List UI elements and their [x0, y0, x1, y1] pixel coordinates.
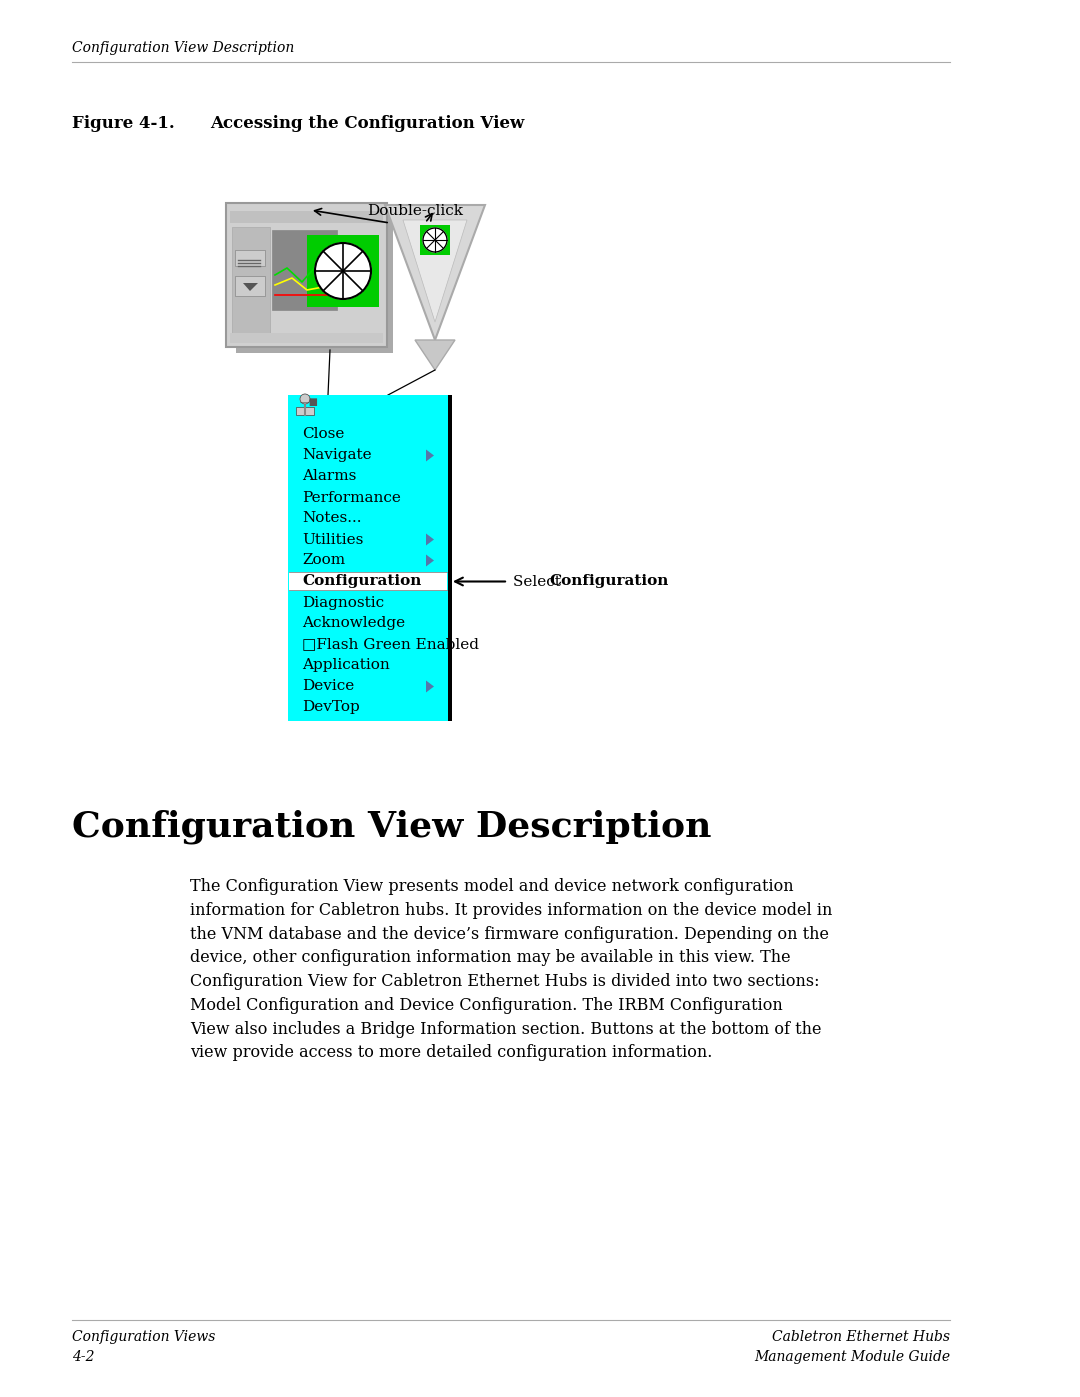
Text: Acknowledge: Acknowledge: [302, 616, 405, 630]
Text: Close: Close: [302, 427, 345, 441]
Text: Configuration: Configuration: [549, 574, 669, 588]
Text: Application: Application: [302, 658, 390, 672]
FancyBboxPatch shape: [448, 395, 453, 721]
Text: □Flash Green Enabled: □Flash Green Enabled: [302, 637, 480, 651]
Circle shape: [315, 243, 372, 299]
Text: Select: Select: [513, 574, 566, 588]
Text: Configuration View Description: Configuration View Description: [72, 41, 294, 54]
FancyBboxPatch shape: [230, 211, 383, 224]
Polygon shape: [426, 555, 434, 567]
Text: Figure 4-1.: Figure 4-1.: [72, 115, 175, 131]
FancyBboxPatch shape: [272, 231, 337, 310]
Text: DevTop: DevTop: [302, 700, 360, 714]
Polygon shape: [426, 680, 434, 693]
Polygon shape: [384, 205, 485, 339]
Text: Cabletron Ethernet Hubs: Cabletron Ethernet Hubs: [772, 1330, 950, 1344]
FancyBboxPatch shape: [235, 250, 265, 265]
FancyBboxPatch shape: [230, 332, 383, 344]
FancyBboxPatch shape: [288, 395, 448, 721]
FancyBboxPatch shape: [226, 203, 387, 346]
Text: Management Module Guide: Management Module Guide: [754, 1350, 950, 1363]
FancyBboxPatch shape: [296, 407, 314, 415]
Text: Notes...: Notes...: [302, 511, 362, 525]
FancyBboxPatch shape: [232, 226, 270, 339]
FancyBboxPatch shape: [235, 277, 265, 296]
Text: Configuration Views: Configuration Views: [72, 1330, 215, 1344]
Circle shape: [300, 394, 310, 404]
Text: Utilities: Utilities: [302, 532, 363, 546]
Text: Diagnostic: Diagnostic: [302, 595, 384, 609]
Text: Navigate: Navigate: [302, 448, 372, 462]
Polygon shape: [415, 339, 455, 370]
Text: Configuration: Configuration: [302, 574, 421, 588]
Text: The Configuration View presents model and device network configuration
informati: The Configuration View presents model an…: [190, 877, 833, 1062]
FancyBboxPatch shape: [289, 571, 447, 591]
Text: Performance: Performance: [302, 490, 401, 504]
Text: Device: Device: [302, 679, 354, 693]
Text: Double-click: Double-click: [367, 204, 463, 218]
FancyBboxPatch shape: [307, 235, 379, 307]
FancyBboxPatch shape: [420, 225, 450, 256]
Circle shape: [423, 228, 447, 251]
Text: Accessing the Configuration View: Accessing the Configuration View: [210, 115, 524, 131]
Text: 4-2: 4-2: [72, 1350, 95, 1363]
Polygon shape: [243, 284, 258, 291]
Text: Alarms: Alarms: [302, 469, 356, 483]
Text: —■: —■: [300, 398, 319, 407]
Text: Configuration View Description: Configuration View Description: [72, 810, 712, 845]
Polygon shape: [426, 534, 434, 545]
Polygon shape: [426, 450, 434, 461]
Polygon shape: [403, 219, 467, 321]
FancyBboxPatch shape: [288, 717, 453, 721]
Text: Zoom: Zoom: [302, 553, 346, 567]
FancyBboxPatch shape: [237, 212, 393, 353]
